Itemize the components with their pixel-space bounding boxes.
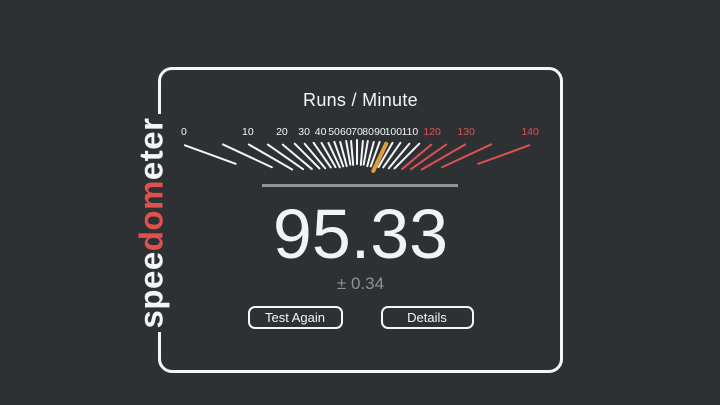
gauge-tick <box>350 139 355 166</box>
gauge-tick-label: 140 <box>521 126 539 138</box>
speedometer-logo-text: speedometer <box>132 118 170 329</box>
benchmark-result-panel: Runs / Minute 0 10 20 30 40 50 60 70 80 90 100 110 1… <box>158 67 563 373</box>
gauge-title: Runs / Minute <box>303 90 418 110</box>
gauge-tick-label: 90 <box>374 126 386 138</box>
gauge-tick <box>440 143 493 170</box>
gauge-tick-label: 30 <box>298 126 310 138</box>
logo-segment: eter <box>132 117 169 181</box>
gauge-tick-label: 100 <box>384 126 403 138</box>
gauge-tick-label: 20 <box>276 126 288 138</box>
separator-line <box>262 184 458 187</box>
test-again-button[interactable]: Test Again <box>247 306 343 329</box>
result-error-margin: ± 0.34 <box>336 274 385 293</box>
details-button[interactable]: Details <box>380 306 474 329</box>
logo-segment-dom: dom <box>132 180 169 252</box>
gauge-tick-label: 120 <box>423 126 441 138</box>
gauge-tick-label: 50 <box>328 126 340 138</box>
result-value: 95.33 <box>272 195 449 273</box>
gauge-tick-label: 110 <box>401 126 419 138</box>
gauge-tick <box>356 139 358 165</box>
gauge-tick-label: 80 <box>362 126 374 138</box>
gauge-tick-label: 0 <box>180 126 187 138</box>
speedometer-logo: speedometer <box>125 114 177 332</box>
gauge-tick-label: 40 <box>314 126 327 138</box>
gauge-tick-label: 70 <box>351 126 363 138</box>
logo-segment: spee <box>132 251 169 329</box>
button-row: Test Again Details <box>161 306 560 329</box>
gauge-dial: 0 10 20 30 40 50 60 70 80 90 100 110 120 130 140 <box>161 70 560 230</box>
gauge-tick-label: 130 <box>457 126 475 138</box>
gauge-tick-label: 10 <box>242 126 254 138</box>
gauge-tick <box>221 143 274 170</box>
gauge-tick-label: 60 <box>340 126 352 138</box>
